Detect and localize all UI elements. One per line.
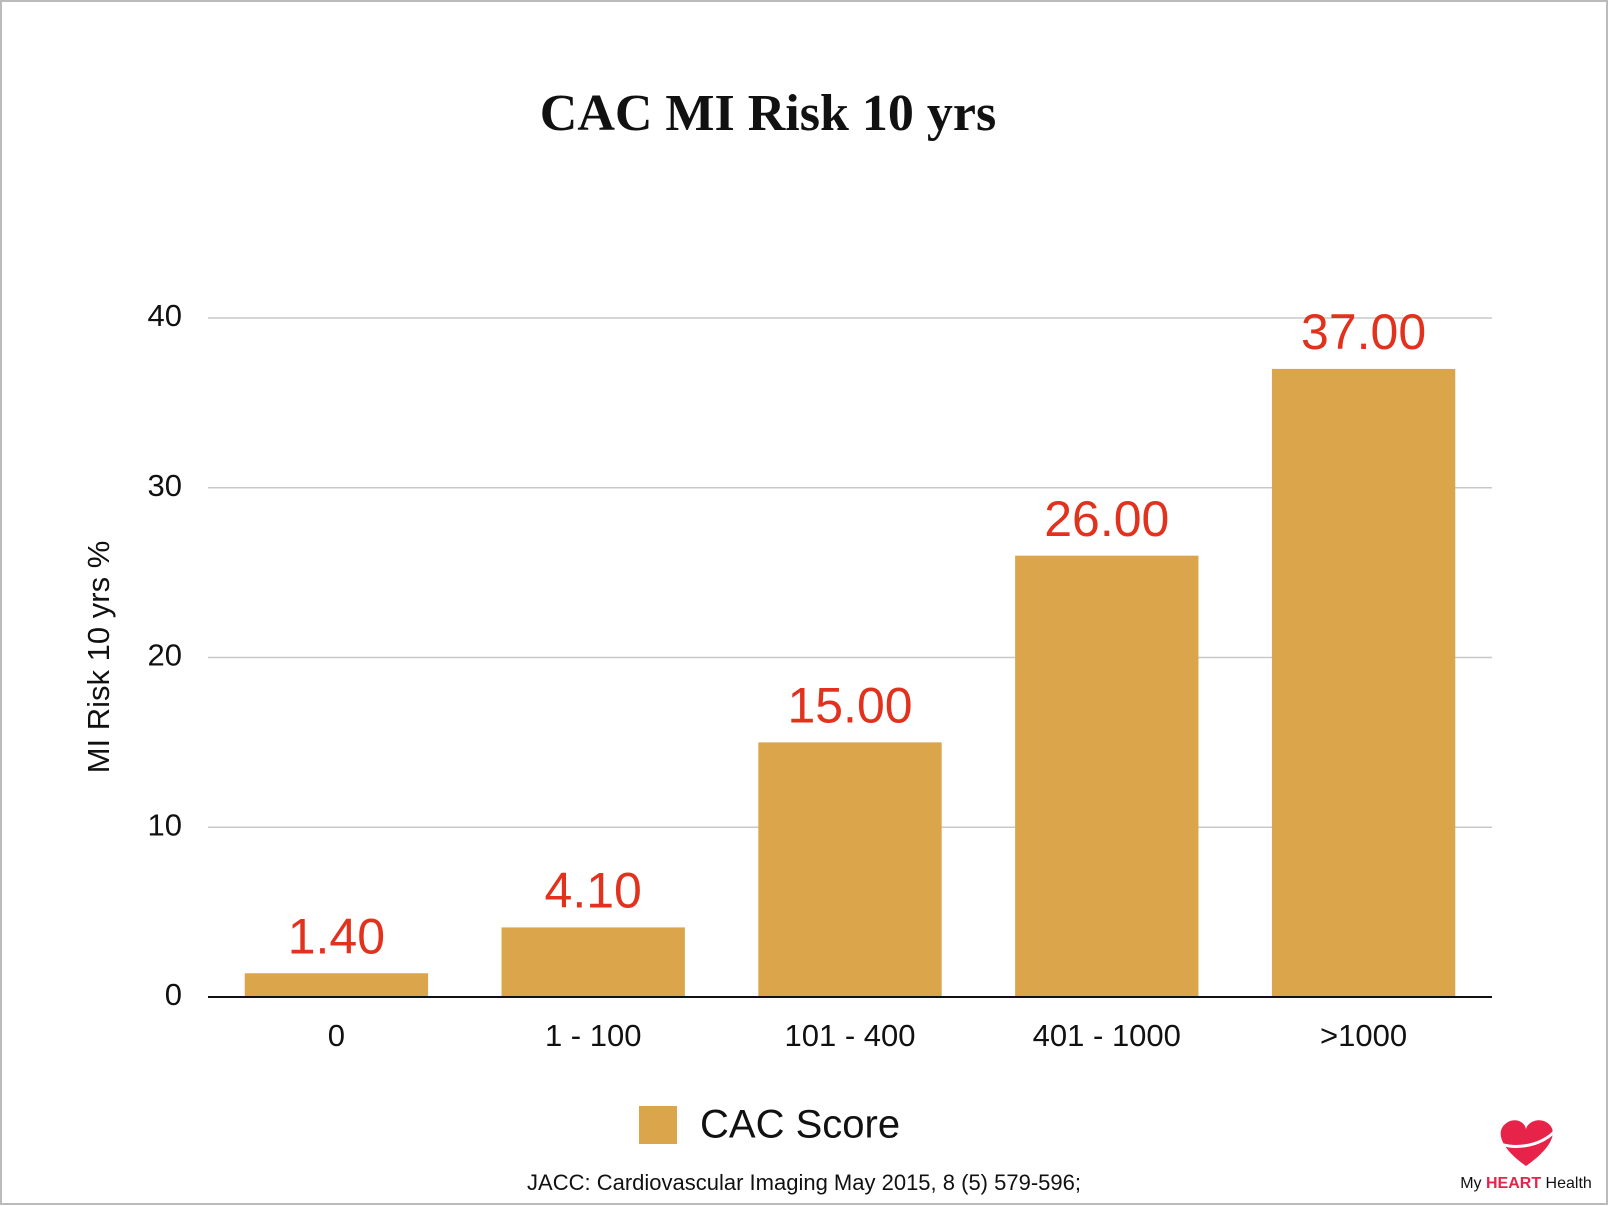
x-tick-label: 401 - 1000 — [1033, 1018, 1181, 1053]
y-tick-label: 30 — [148, 468, 182, 503]
bar — [244, 973, 429, 997]
value-label: 26.00 — [1044, 491, 1169, 547]
source: JACC: Cardiovascular Imaging May 2015, 8… — [527, 1170, 1081, 1195]
logo-word: Health — [1546, 1175, 1592, 1192]
x-tick-label: 101 - 400 — [785, 1018, 916, 1053]
value-label: 15.00 — [787, 678, 912, 734]
chart-title: CAC MI Risk 10 yrs — [540, 85, 996, 142]
y-tick-label: 40 — [148, 298, 182, 333]
legend-swatch — [639, 1106, 677, 1144]
value-label: 1.40 — [288, 908, 385, 964]
x-tick-label: 1 - 100 — [545, 1018, 642, 1053]
bar — [758, 742, 942, 997]
y-tick-label: 20 — [148, 638, 182, 673]
value-label: 4.10 — [545, 863, 642, 919]
x-tick-label: 0 — [328, 1018, 345, 1053]
logo-word: My — [1460, 1175, 1481, 1192]
y-tick-label: 0 — [165, 977, 182, 1012]
value-label: 37.00 — [1301, 304, 1426, 360]
y-axis-label: MI Risk 10 yrs % — [81, 541, 116, 774]
x-tick-label: >1000 — [1320, 1018, 1407, 1053]
bar — [1271, 368, 1456, 997]
logo-text: My HEART Health — [1460, 1175, 1592, 1192]
bar — [501, 927, 685, 997]
y-tick-label: 10 — [148, 807, 182, 842]
legend-label: CAC Score — [700, 1103, 900, 1147]
logo-word: HEART — [1486, 1175, 1541, 1192]
bar — [1015, 555, 1199, 997]
logo-swoosh — [1495, 1128, 1558, 1148]
logo-heart — [1500, 1120, 1553, 1166]
